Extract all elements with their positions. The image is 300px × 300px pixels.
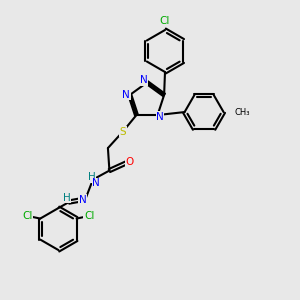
Text: H: H bbox=[88, 172, 95, 182]
Text: CH₃: CH₃ bbox=[235, 108, 250, 117]
Text: S: S bbox=[120, 127, 126, 136]
Text: H: H bbox=[63, 193, 70, 202]
Text: N: N bbox=[140, 75, 147, 85]
Text: O: O bbox=[125, 157, 134, 166]
Text: Cl: Cl bbox=[84, 211, 94, 220]
Text: N: N bbox=[122, 90, 130, 100]
Text: Cl: Cl bbox=[22, 211, 33, 220]
Text: N: N bbox=[156, 112, 164, 122]
Text: Cl: Cl bbox=[160, 16, 170, 26]
Text: N: N bbox=[92, 178, 100, 188]
Text: N: N bbox=[79, 195, 86, 205]
